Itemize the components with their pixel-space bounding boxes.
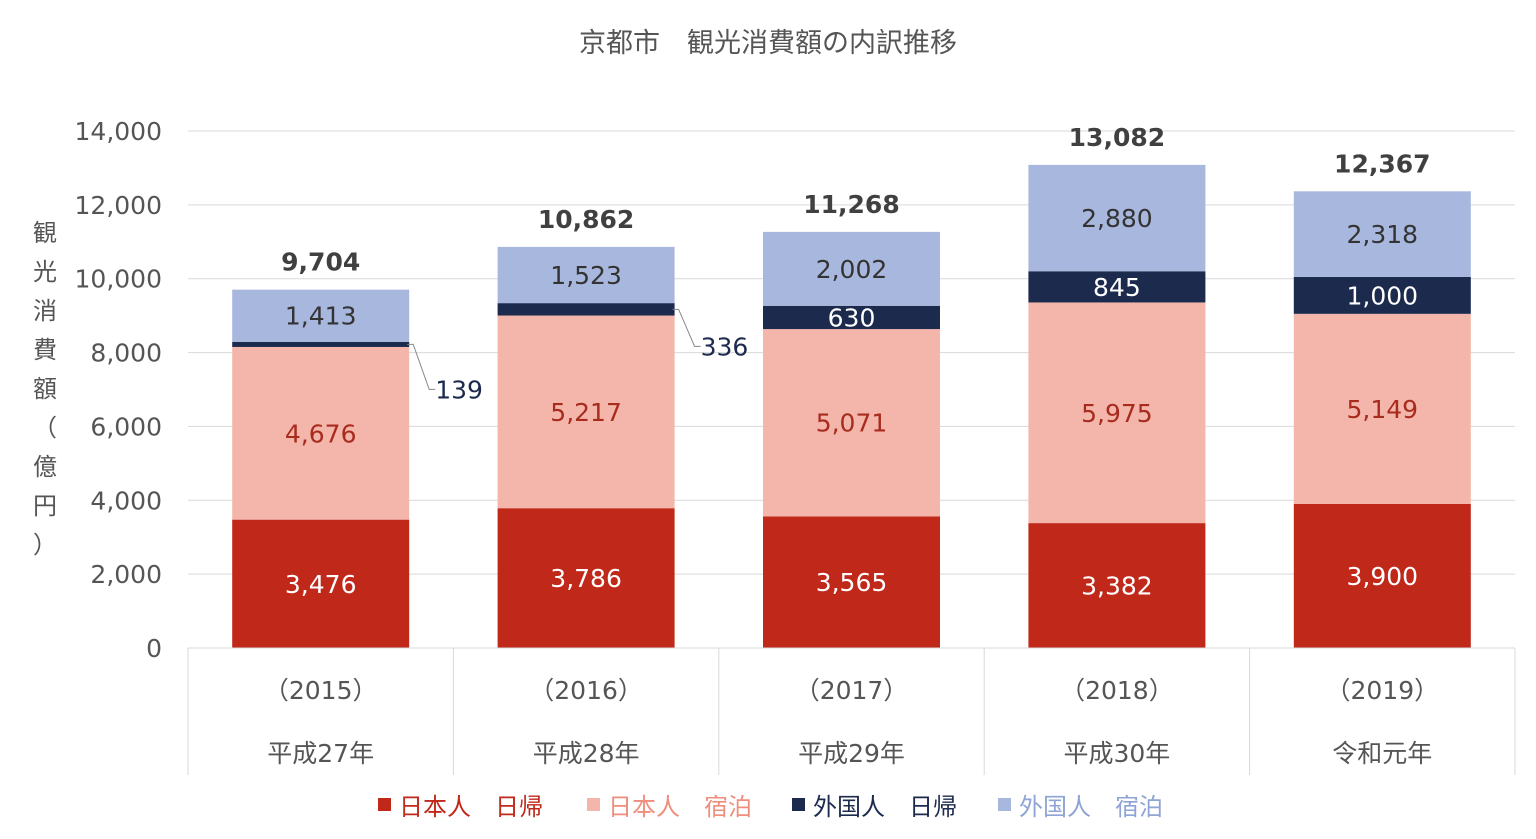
bar-segment: [1028, 271, 1206, 303]
y-tick-label: 10,000: [75, 265, 162, 294]
total-label: 12,367: [1334, 149, 1430, 178]
y-tick-label: 8,000: [90, 339, 162, 368]
data-label: 5,149: [1347, 395, 1419, 424]
x-tick-era: 平成28年: [533, 739, 640, 768]
data-label: 336: [701, 332, 749, 361]
bar-segment: [1293, 276, 1471, 314]
x-tick-year: （2016）: [529, 676, 643, 705]
data-label: 4,676: [285, 419, 357, 448]
x-tick-year: （2019）: [1325, 676, 1439, 705]
legend-swatch: [587, 798, 600, 811]
bar-segment: [763, 231, 940, 306]
y-tick-label: 12,000: [75, 191, 162, 220]
data-label: 3,476: [285, 570, 357, 599]
y-tick-label: 2,000: [90, 560, 162, 589]
bar-segment: [232, 519, 410, 648]
y-axis-label: 観光消費額（億円）: [33, 219, 57, 559]
data-label: 3,900: [1347, 562, 1419, 591]
bar-segment: [232, 341, 410, 347]
leader-line: [407, 343, 436, 390]
data-label: 5,071: [816, 409, 888, 438]
legend-label: 日本人 宿泊: [608, 793, 752, 821]
bar-segment: [1293, 191, 1471, 277]
x-tick-era: 平成30年: [1063, 739, 1170, 768]
y-tick-label: 6,000: [90, 412, 162, 441]
bar-segment: [497, 303, 675, 316]
bar-segment: [497, 246, 675, 304]
legend-label: 外国人 日帰: [813, 793, 957, 821]
x-tick-year: （2017）: [795, 676, 909, 705]
data-label: 1,413: [285, 302, 357, 331]
bar-segment: [497, 315, 675, 509]
data-label: 3,382: [1081, 572, 1153, 601]
x-tick-era: 平成29年: [798, 739, 905, 768]
bar-segment: [763, 516, 940, 648]
total-label: 13,082: [1069, 123, 1165, 152]
y-tick-label: 4,000: [90, 486, 162, 515]
legend-swatch: [378, 798, 391, 811]
legend-swatch: [998, 798, 1011, 811]
data-label: 2,002: [816, 255, 888, 284]
data-label: 3,565: [816, 568, 888, 597]
bar-segment: [1028, 523, 1206, 648]
bar-segment: [763, 329, 940, 517]
data-label: 139: [435, 375, 483, 404]
x-tick-year: （2018）: [1060, 676, 1174, 705]
total-label: 9,704: [281, 248, 360, 277]
total-label: 11,268: [803, 190, 899, 219]
bar-segment: [497, 508, 675, 648]
y-tick-label: 14,000: [75, 117, 162, 146]
data-label: 2,880: [1081, 204, 1153, 233]
chart-title: 京都市 観光消費額の内訳推移: [579, 28, 957, 59]
total-label: 10,862: [538, 205, 634, 234]
legend-label: 日本人 日帰: [399, 793, 543, 821]
bar-segment: [1293, 313, 1471, 504]
y-tick-label: 0: [146, 634, 162, 663]
legend-swatch: [792, 798, 805, 811]
leader-line: [672, 308, 701, 347]
data-label: 3,786: [550, 564, 622, 593]
x-tick-year: （2015）: [264, 676, 378, 705]
data-label: 5,217: [550, 398, 622, 427]
x-tick-era: 平成27年: [267, 739, 374, 768]
data-label: 1,523: [550, 261, 622, 290]
data-label: 845: [1093, 273, 1141, 302]
bar-segment: [763, 305, 940, 330]
bar-segment: [232, 346, 410, 520]
bar-segment: [1293, 503, 1471, 648]
legend-label: 外国人 宿泊: [1019, 793, 1163, 821]
data-label: 1,000: [1347, 281, 1419, 310]
x-tick-era: 令和元年: [1332, 739, 1432, 768]
data-label: 630: [828, 303, 876, 332]
bar-segment: [1028, 164, 1206, 272]
data-label: 2,318: [1347, 220, 1419, 249]
data-label: 5,975: [1081, 399, 1153, 428]
bar-segment: [232, 289, 410, 342]
bar-segment: [1028, 302, 1206, 524]
